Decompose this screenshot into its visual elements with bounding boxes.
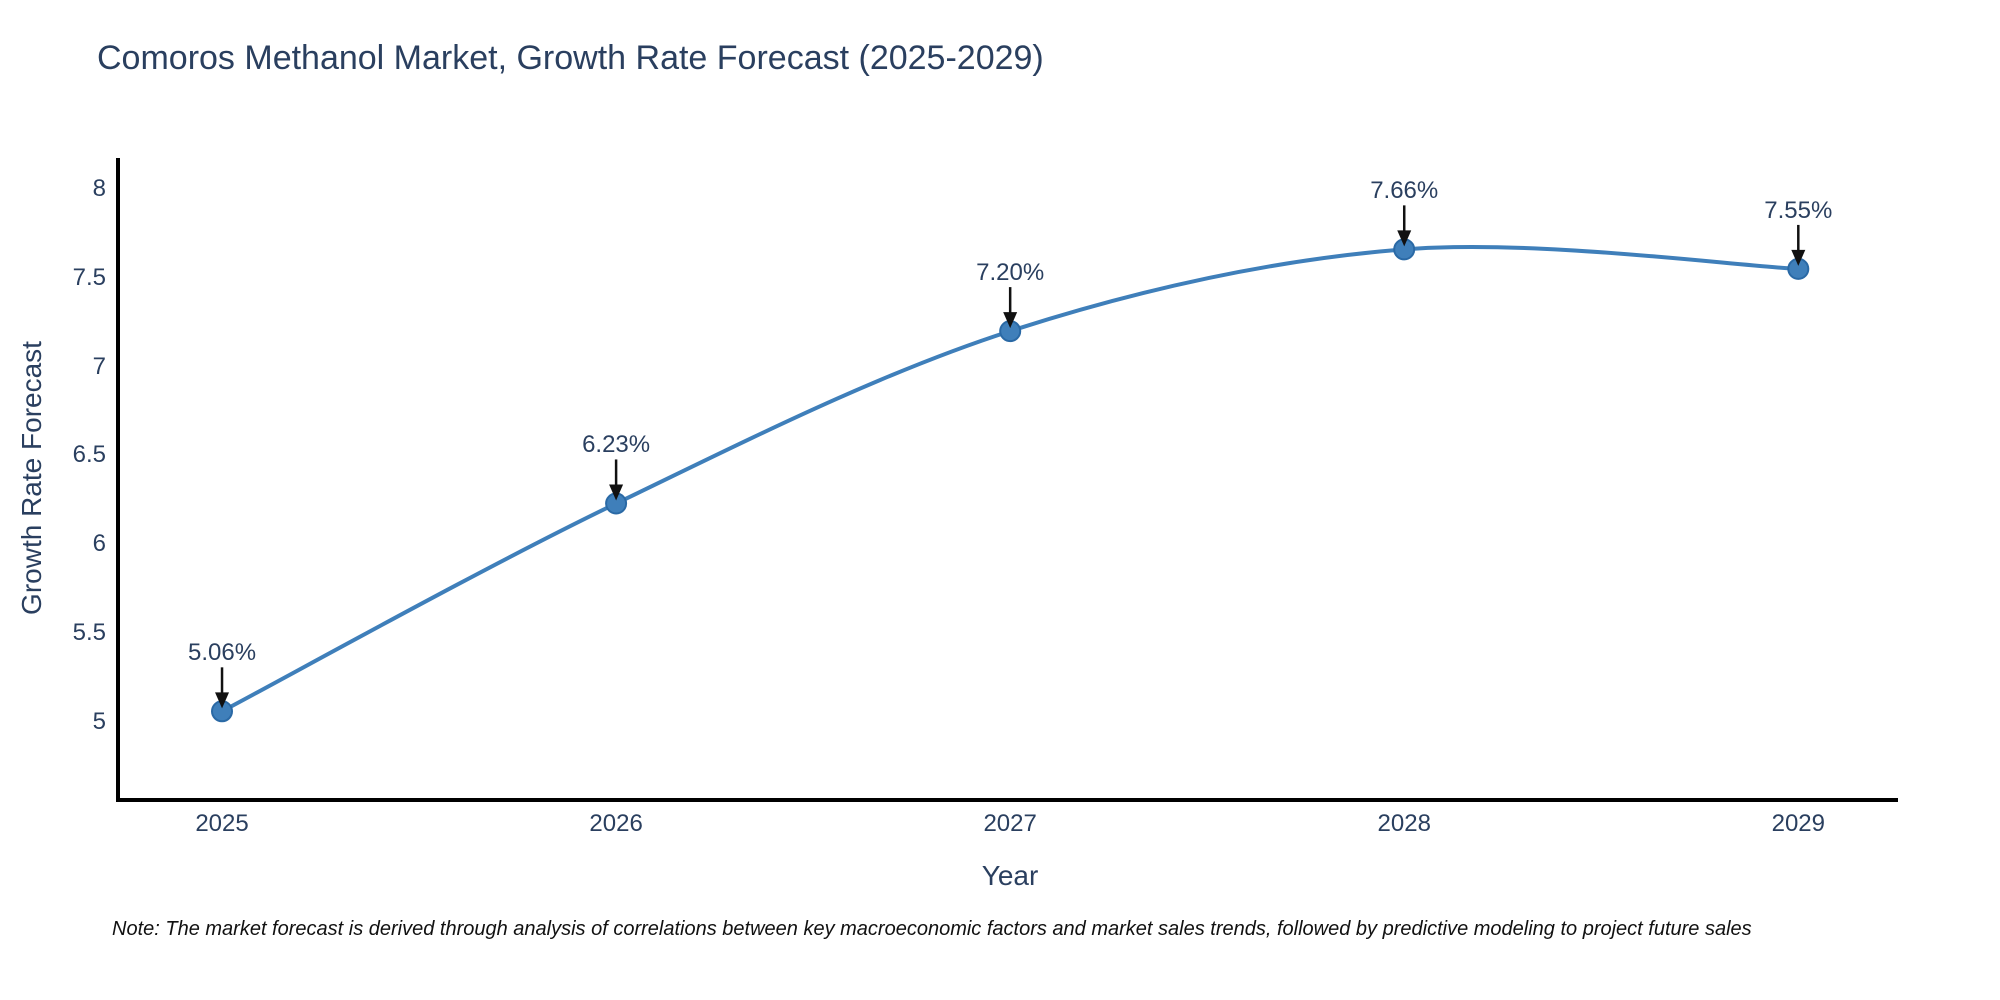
y-tick-label-5: 5 — [92, 707, 106, 735]
point-label-2026: 6.23% — [582, 431, 651, 459]
point-label-2029: 7.55% — [1764, 196, 1833, 224]
annotation-arrow-head-2029 — [1791, 249, 1806, 266]
x-tick-label-2026: 2026 — [589, 810, 643, 837]
x-tick-label-2028: 2028 — [1377, 810, 1431, 837]
y-tick-label-8: 8 — [92, 174, 106, 202]
point-label-2027: 7.20% — [976, 259, 1045, 287]
chart-footnote: Note: The market forecast is derived thr… — [112, 918, 1752, 940]
x-tick-label-2027: 2027 — [983, 810, 1037, 837]
annotation-arrow-head-2027 — [1003, 312, 1018, 329]
y-tick-label-6.5: 6.5 — [72, 441, 106, 469]
chart-title: Comoros Methanol Market, Growth Rate For… — [97, 39, 1044, 77]
y-tick-label-6: 6 — [92, 530, 106, 558]
point-label-2028: 7.66% — [1370, 177, 1439, 205]
annotation-arrow-head-2028 — [1397, 230, 1412, 247]
x-axis-title: Year — [981, 860, 1039, 891]
point-label-2025: 5.06% — [188, 639, 257, 667]
y-tick-label-7.5: 7.5 — [72, 263, 106, 291]
x-tick-label-2029: 2029 — [1771, 810, 1825, 837]
y-tick-label-7: 7 — [92, 352, 106, 380]
annotation-arrow-head-2026 — [609, 484, 624, 501]
y-axis-title: Growth Rate Forecast — [16, 341, 47, 615]
x-tick-label-2025: 2025 — [195, 810, 249, 837]
y-tick-label-5.5: 5.5 — [72, 619, 106, 647]
annotation-arrow-head-2025 — [215, 692, 230, 709]
